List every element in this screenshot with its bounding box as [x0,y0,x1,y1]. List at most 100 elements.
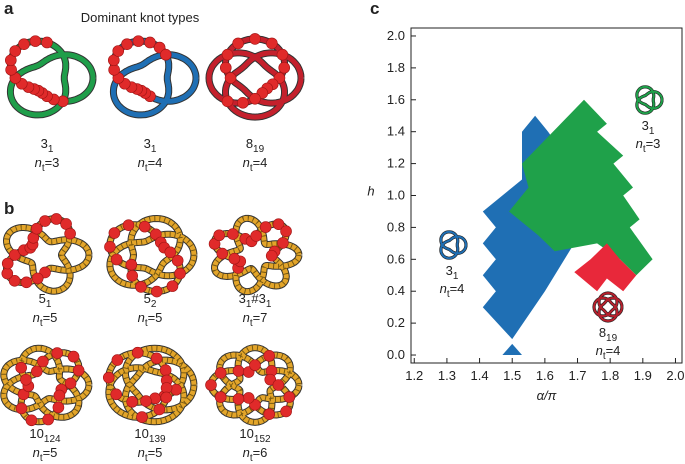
bead [1,257,14,270]
y-tick-label: 0.8 [387,219,405,234]
label-part: 5 [144,291,151,306]
knot-type: 31 [144,136,157,155]
label-part: =3 [646,136,661,151]
subscript: t [250,453,253,464]
bead [160,391,173,404]
subscript: t [603,351,606,362]
y-tick-label: 0.6 [387,251,405,266]
bead [280,405,292,418]
knot-icon [439,230,467,260]
bead [1,267,14,280]
bead [265,249,278,262]
label-part: =4 [606,343,621,358]
annotation-knot: 31 [642,118,655,137]
bead [20,373,32,386]
subscript: t [643,144,646,155]
label-part: =4 [148,155,163,170]
subscript: t [40,318,43,329]
bead [249,92,261,105]
knot-type: 31#31 [239,291,272,310]
subscript: t [250,163,253,174]
label-part: =5 [148,310,163,325]
bead [110,253,123,266]
subscript: 1 [151,144,157,155]
x-tick-label: 1.9 [634,368,652,383]
panel-label: b [4,199,14,218]
bead [8,249,21,261]
y-tick-label: 2.0 [387,28,405,43]
y-axis-label: h [367,184,374,199]
label-part: n [636,136,643,151]
bead [150,352,163,365]
knot-count: nt=5 [33,310,58,329]
bead [259,221,272,233]
subscript: 139 [149,434,166,445]
label-part: =6 [253,445,268,460]
bead [277,237,289,249]
bead [272,218,285,230]
knot-count: nt=6 [243,445,268,464]
knot-type: 52 [144,291,157,310]
bead [126,396,138,408]
bead [205,379,217,391]
y-tick-label: 0.4 [387,283,405,298]
bead [111,354,124,366]
bead [151,285,163,298]
annotation-count: nt=3 [636,136,661,155]
knot-type: 31 [41,136,54,155]
x-tick-label: 1.8 [601,368,619,383]
knot-tube [206,36,304,120]
knot-type: 10152 [239,426,271,445]
subscript: t [145,318,148,329]
bead [29,35,42,47]
bead [276,48,289,61]
region [574,243,637,292]
bead [131,346,144,359]
bead [278,61,291,74]
subscript: 1 [453,271,459,282]
knot-count: nt=4 [138,155,163,174]
bead [249,359,261,371]
region [509,99,653,276]
bead [30,222,43,235]
bead [219,61,232,74]
label-part: 10 [239,426,253,441]
x-axis-label: α/π [537,388,557,403]
bead [160,48,172,61]
x-tick-label: 1.7 [568,368,586,383]
bead [228,252,241,265]
bead [140,395,152,407]
bead [283,391,296,403]
subscript: t [145,453,148,464]
bead [41,36,53,49]
bead [52,401,65,414]
label-part: 3 [239,291,246,306]
subscript: 1 [48,144,54,155]
bead [221,95,234,108]
bead [214,367,227,379]
bead [108,227,121,239]
subscript: 1 [246,299,252,310]
label-part: =3 [45,155,60,170]
bead [166,280,179,292]
label-part: n [243,155,250,170]
label-part: n [440,281,447,296]
bead [263,350,276,362]
bead [50,213,63,225]
bead [221,48,234,61]
bead [232,37,244,50]
bead [67,350,80,363]
knot-tube [110,38,199,118]
knot-tube [109,37,200,119]
bead [126,270,139,282]
knot-count: nt=5 [138,445,163,464]
bead [125,258,138,271]
bead [20,276,33,289]
bead [249,33,261,45]
bead [122,219,135,231]
subscript: 1 [266,299,272,310]
bead [280,225,292,238]
subscript: t [42,163,45,174]
bead [263,408,276,420]
